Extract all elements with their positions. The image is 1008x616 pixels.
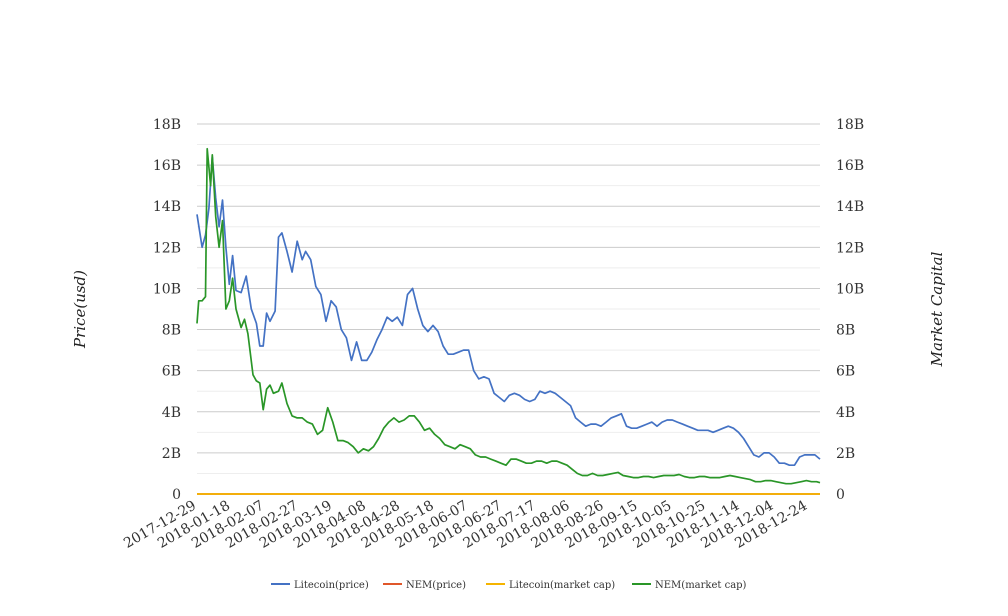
- y-left-tick-label: 18B: [153, 117, 181, 133]
- y-right-tick-label: 16B: [836, 158, 864, 174]
- legend: Litecoin(price) NEM(price) Litecoin(market…: [271, 580, 747, 591]
- legend-label: Litecoin(price): [294, 580, 369, 591]
- y-right-tick-label: 0: [836, 487, 845, 503]
- legend-label: NEM(price): [406, 580, 466, 591]
- y-left-tick-label: 8B: [162, 323, 181, 339]
- legend-label: Litecoin(market cap): [509, 580, 615, 591]
- legend-label: NEM(market cap): [655, 580, 747, 591]
- series-line-0: [196, 156, 821, 467]
- series-line-3: [196, 147, 821, 485]
- y-left-tick-label: 2B: [162, 446, 181, 462]
- y-axis-right: 0 2B 4B 6B 8B 10B 12B 14B 16B 18B: [836, 117, 864, 503]
- y-right-tick-label: 12B: [836, 240, 864, 256]
- y-right-tick-label: 8B: [836, 323, 855, 339]
- y-right-tick-label: 4B: [836, 405, 855, 421]
- y-left-tick-label: 6B: [162, 364, 181, 380]
- gridlines: [197, 123, 820, 495]
- y-left-tick-label: 4B: [162, 405, 181, 421]
- y-left-tick-label: 16B: [153, 158, 181, 174]
- y-axis-left-title: Price(usd): [71, 270, 89, 349]
- y-left-tick-label: 10B: [153, 281, 181, 297]
- y-right-tick-label: 6B: [836, 364, 855, 380]
- series-lines: [196, 147, 821, 495]
- y-left-tick-label: 0: [172, 487, 181, 503]
- y-axis-left: 0 2B 4B 6B 8B 10B 12B 14B 16B 18B: [153, 117, 181, 503]
- y-right-tick-label: 10B: [836, 281, 864, 297]
- x-axis: 2017-12-292018-01-182018-02-072018-02-27…: [121, 498, 810, 552]
- y-left-tick-label: 12B: [153, 240, 181, 256]
- y-right-tick-label: 18B: [836, 117, 864, 133]
- y-axis-right-title: Market Capital: [928, 251, 946, 367]
- y-right-tick-label: 14B: [836, 199, 864, 215]
- y-left-tick-label: 14B: [153, 199, 181, 215]
- y-right-tick-label: 2B: [836, 446, 855, 462]
